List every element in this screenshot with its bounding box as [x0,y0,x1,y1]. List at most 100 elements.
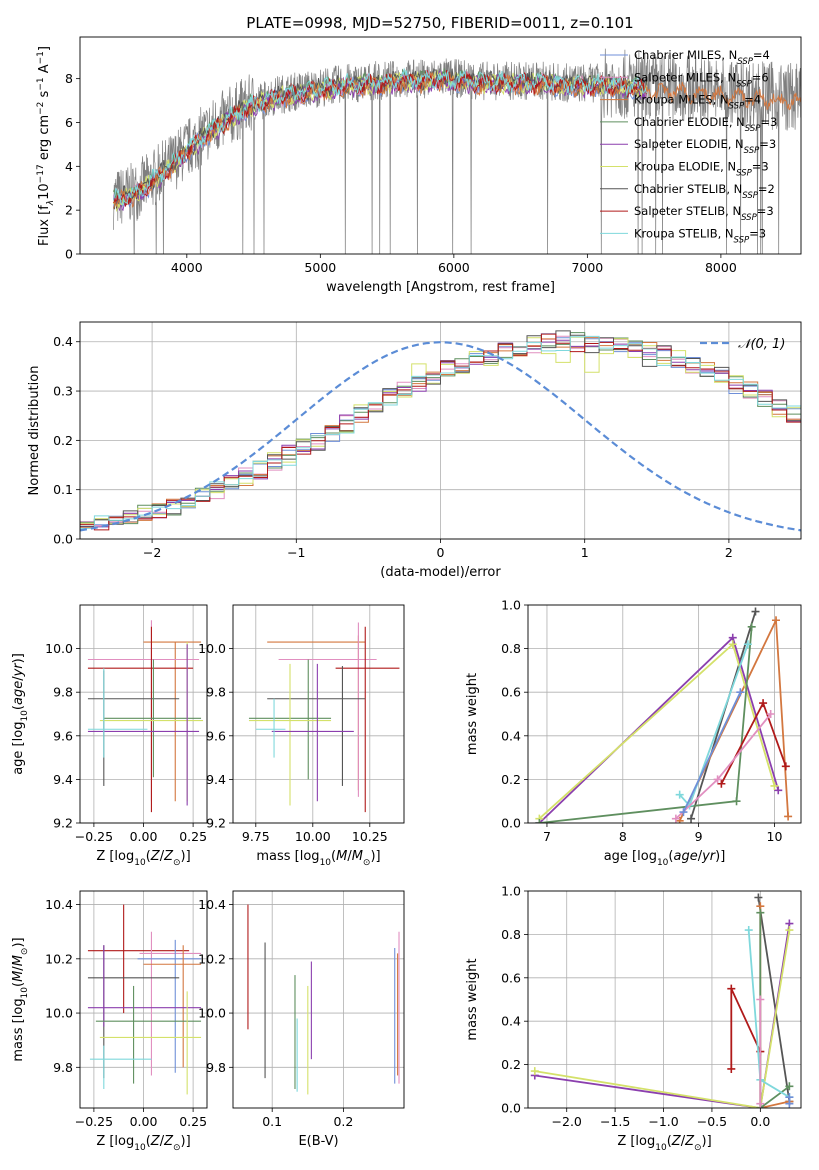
model-spectrum-line [112,69,648,213]
y-tick-label: 0.4 [53,334,73,349]
data-point-marker [530,1067,539,1076]
data-point-marker [687,814,696,823]
plot-area [112,48,801,254]
legend-label: Chabrier ELODIE, NSSP=3 [634,115,777,134]
x-tick-label: 0.25 [179,1114,207,1129]
x-tick-label: −0.25 [75,1114,113,1129]
axes-frame: −0.25 0.00 0.25 9.2 9.4 9.6 9.8 10.0 Z [log10(Z/… [11,604,208,868]
data-point-marker [717,779,726,788]
y-axis-label: Flux [fλ10−17 erg cm−2 s−1 A−1] [36,46,56,246]
y-tick-label: 0.8 [501,927,521,942]
y-axis-label: Normed distribution [27,366,42,496]
x-tick-label: −1.5 [600,1114,630,1129]
x-tick-label: 10.25 [352,829,388,844]
data-point-marker [756,1099,765,1108]
legend-label: Kroupa STELIB, NSSP=3 [634,226,766,245]
data-point-marker [785,1082,794,1091]
y-tick-label: 0.4 [501,728,521,743]
x-axis-label: wavelength [Angstrom, rest frame] [326,280,555,295]
x-tick-label: −2 [143,545,161,560]
x-tick-label: −0.25 [75,829,113,844]
data-point-marker [747,622,756,631]
axes-border [232,890,405,1109]
data-point-marker [728,640,737,649]
y-tick-label: 9.4 [53,772,73,787]
histogram-step-line [80,336,801,524]
model-spectrum-line [112,67,647,208]
mass-weight-line [690,611,757,819]
data-point-marker [535,819,544,823]
x-axis-label: Z [log10(Z/Z⊙)] [617,1134,711,1153]
plot-area [87,904,202,1095]
x-tick-label: −1 [287,545,305,560]
y-tick-label: 0.6 [501,685,521,700]
age-vs-mass-panel: 9.75 10.00 10.25 9.2 9.4 9.6 9.8 10.0 mass [log1… [198,604,405,868]
plot-area [248,622,400,813]
x-tick-label: 0.00 [130,1114,158,1129]
y-tick-label: 10.0 [45,1006,73,1021]
data-point-marker [754,893,763,902]
axes-border [232,604,405,824]
y-tick-label: 0.3 [53,384,73,399]
plot-area [530,893,794,1108]
y-tick-label: 0.2 [501,772,521,787]
y-tick-label: 9.8 [206,1060,226,1075]
y-tick-label: 1.0 [501,598,521,613]
y-tick-label: 0.6 [501,970,521,985]
y-tick-label: 10.2 [198,951,226,966]
y-tick-label: 10.4 [198,897,226,912]
y-tick-label: 0.8 [501,641,521,656]
y-tick-label: 10.2 [45,951,73,966]
y-tick-label: 9.6 [206,728,226,743]
y-axis-label: age [log10(age/yr)] [11,653,30,775]
data-point-marker [727,984,736,993]
mass-weight-vs-metallicity-panel: −2.0 −1.5 −1.0 −0.5 0.0 0.0 0.2 0.4 0.6 0.8 1.0 Z [… [465,884,802,1153]
axes-border [527,890,802,1109]
y-tick-label: 9.8 [53,1060,73,1075]
y-tick-label: 9.2 [206,816,226,831]
x-tick-label: 10 [767,829,783,844]
data-point-marker [732,797,741,806]
y-tick-label: 1.0 [501,884,521,899]
y-tick-label: 0 [65,247,73,262]
chart-title: PLATE=0998, MJD=52750, FIBERID=0011, z=0… [246,14,633,32]
y-tick-label: 9.8 [53,685,73,700]
x-tick-label: 0 [437,545,445,560]
y-tick-label: 8 [65,71,73,86]
y-axis-label: mass weight [465,673,480,755]
x-axis-label: Z [log10(Z/Z⊙)] [96,849,190,868]
x-tick-label: 6000 [438,260,470,275]
x-tick-label: −0.5 [697,1114,727,1129]
y-tick-label: 9.8 [206,685,226,700]
mass-weight-line [759,912,790,1108]
legend-label: Kroupa MILES, NSSP=4 [634,93,761,112]
data-point-marker [679,808,688,817]
legend-label: Salpeter STELIB, NSSP=3 [634,204,774,223]
data-point-marker [774,786,783,795]
x-tick-label: 10.00 [295,829,331,844]
legend-label: Chabrier MILES, NSSP=4 [634,48,770,67]
y-tick-label: 0.2 [53,433,73,448]
plot-area [80,330,801,532]
x-axis-label: mass [log10(M/M⊙)] [256,849,380,868]
data-point-marker [785,1099,794,1108]
x-tick-label: 0.25 [179,829,207,844]
gridlines [528,604,801,824]
x-tick-label: 1 [581,545,589,560]
legend-label: 𝒩(0, 1) [738,337,785,352]
axes-frame: −0.25 0.00 0.25 9.8 10.0 10.2 10.4 Z [log10(Z/Z… [11,890,208,1153]
legend-label: Salpeter MILES, NSSP=6 [634,70,769,89]
x-tick-label: 4000 [171,260,203,275]
y-tick-label: 2 [65,203,73,218]
y-tick-label: 10.4 [45,897,73,912]
spectrum-panel: 4000 5000 6000 7000 8000 0 2 4 6 8 wavelength [Ang… [36,36,802,295]
y-tick-label: 10.0 [198,641,226,656]
mass-weight-line [757,897,791,1102]
x-tick-label: 8000 [705,260,737,275]
y-tick-label: 9.4 [206,772,226,787]
legend-label: Kroupa ELODIE, NSSP=3 [634,160,769,179]
y-tick-label: 0.0 [501,1101,521,1116]
gridlines [233,891,404,1108]
legend: 𝒩(0, 1) [700,337,785,352]
